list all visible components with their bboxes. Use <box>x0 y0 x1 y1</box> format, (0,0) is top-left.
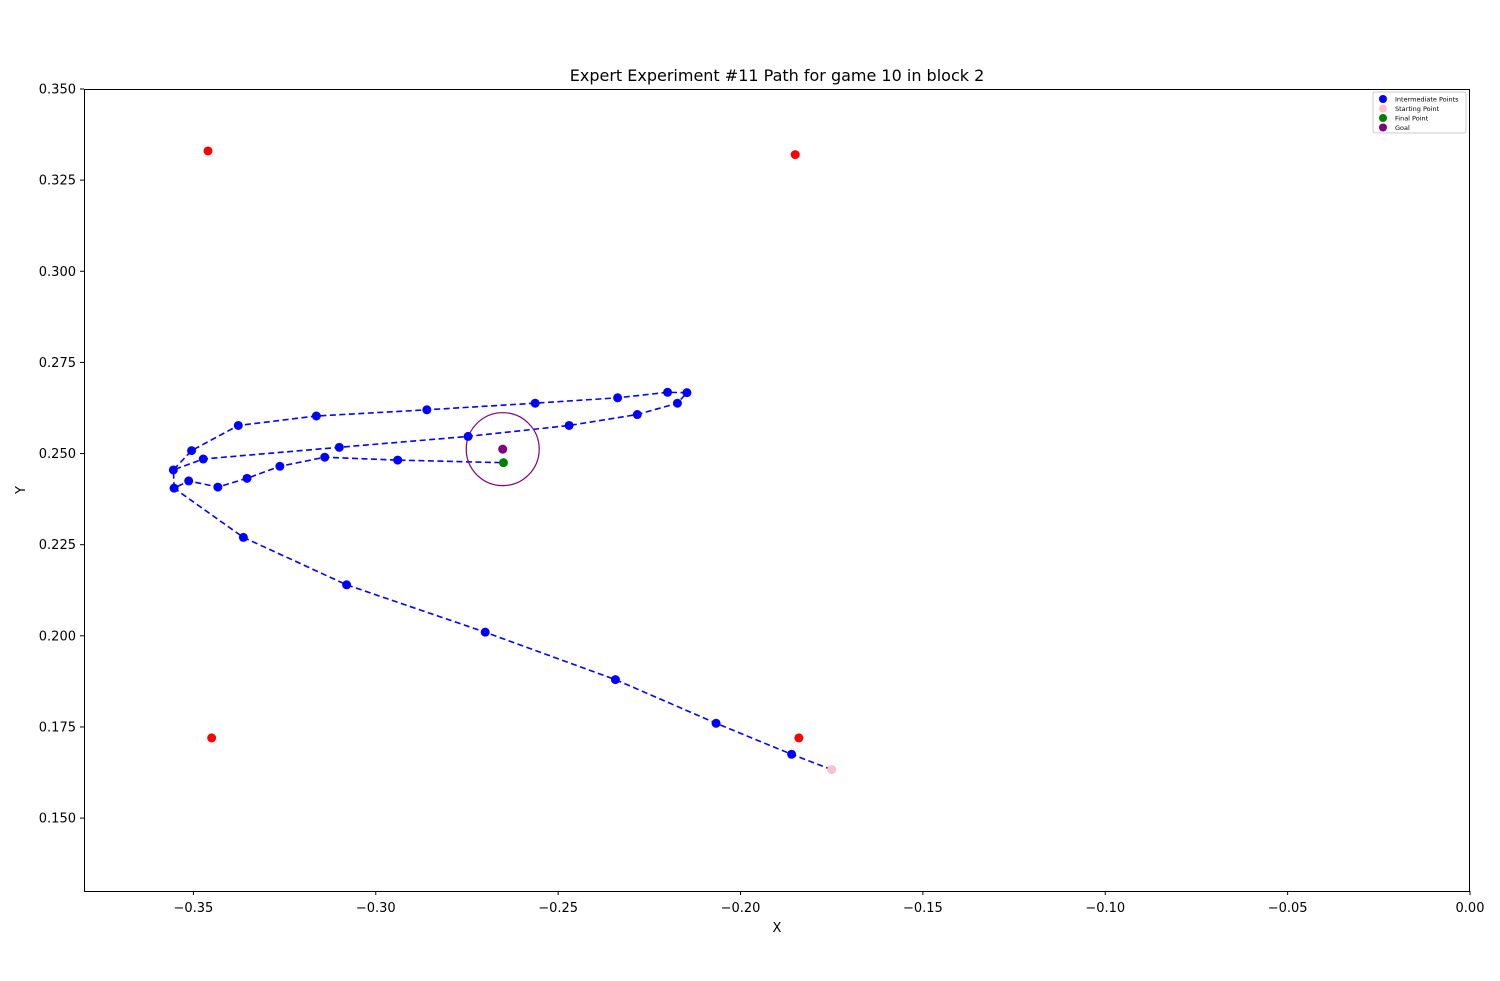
legend-marker <box>1379 104 1387 113</box>
legend-label: Goal <box>1395 124 1410 132</box>
intermediate-point <box>422 405 432 415</box>
y-axis: 0.150 0.175 0.200 0.225 0.250 0.275 0.300 0.325… <box>39 83 84 827</box>
y-tick-label: 0.200 <box>39 629 76 644</box>
x-tick-label: −0.15 <box>903 901 943 916</box>
intermediate-point <box>564 420 574 430</box>
intermediate-point <box>613 393 623 403</box>
legend-box <box>1372 91 1467 134</box>
intermediate-point <box>530 398 540 408</box>
starting-point <box>827 765 837 775</box>
x-tick-label: −0.25 <box>538 901 578 916</box>
legend-marker <box>1379 114 1387 122</box>
plot-area <box>168 146 837 775</box>
intermediate-point <box>311 411 321 421</box>
chart-title: Expert Experiment #11 Path for game 10 i… <box>570 66 985 85</box>
x-axis: −0.35 −0.30 −0.25 −0.20 −0.15 −0.10 −0.05 0.00 <box>173 891 1484 916</box>
y-tick-label: 0.225 <box>39 538 76 553</box>
y-axis-label: Y <box>14 486 29 495</box>
path-loop-line <box>172 391 689 489</box>
intermediate-point <box>682 388 692 398</box>
intermediate-point <box>632 410 642 420</box>
y-tick-label: 0.275 <box>39 356 76 371</box>
y-tick-label: 0.175 <box>39 720 76 735</box>
intermediate-point <box>480 627 490 637</box>
x-tick-label: 0.00 <box>1456 901 1485 916</box>
intermediate-point <box>334 442 344 452</box>
intermediate-point <box>233 420 243 430</box>
intermediate-point <box>610 675 620 685</box>
x-tick-label: −0.30 <box>356 901 396 916</box>
x-tick-label: −0.05 <box>1268 901 1308 916</box>
intermediate-point <box>187 446 197 456</box>
obstacle-point <box>203 146 213 156</box>
y-tick-label: 0.350 <box>39 83 76 98</box>
intermediate-point <box>463 431 473 441</box>
intermediate-point <box>672 398 682 408</box>
goal-region <box>465 412 540 487</box>
y-tick-label: 0.150 <box>39 812 76 827</box>
intermediate-point <box>213 482 223 492</box>
y-tick-label: 0.300 <box>39 265 76 280</box>
x-axis-label: X <box>773 921 782 936</box>
x-tick-label: −0.10 <box>1085 901 1125 916</box>
intermediate-point <box>238 532 248 542</box>
final-point <box>498 458 508 468</box>
x-tick-label: −0.20 <box>721 901 761 916</box>
intermediate-point <box>393 455 403 465</box>
path-line <box>172 456 832 771</box>
legend-label: Starting Point <box>1395 105 1440 113</box>
y-tick-label: 0.325 <box>39 174 76 189</box>
intermediate-point <box>787 749 797 759</box>
legend-label: Intermediate Points <box>1395 95 1459 103</box>
legend-marker <box>1379 123 1387 132</box>
obstacle-point <box>794 733 804 743</box>
intermediate-point <box>663 387 673 397</box>
goal-point <box>498 444 508 454</box>
intermediate-point <box>242 473 252 483</box>
intermediate-point <box>169 483 179 493</box>
x-tick-label: −0.35 <box>173 901 213 916</box>
obstacle-point <box>790 150 800 160</box>
intermediate-point <box>342 580 352 590</box>
plot-frame <box>84 89 1470 892</box>
intermediate-point <box>320 452 330 462</box>
y-tick-label: 0.250 <box>39 447 76 462</box>
intermediate-point <box>184 476 194 486</box>
intermediate-point <box>198 454 208 464</box>
intermediate-point <box>711 718 721 728</box>
obstacle-point <box>207 733 217 743</box>
intermediate-point <box>275 461 285 471</box>
intermediate-point <box>168 465 178 475</box>
legend-label: Final Point <box>1395 114 1429 122</box>
legend-marker <box>1379 95 1387 103</box>
